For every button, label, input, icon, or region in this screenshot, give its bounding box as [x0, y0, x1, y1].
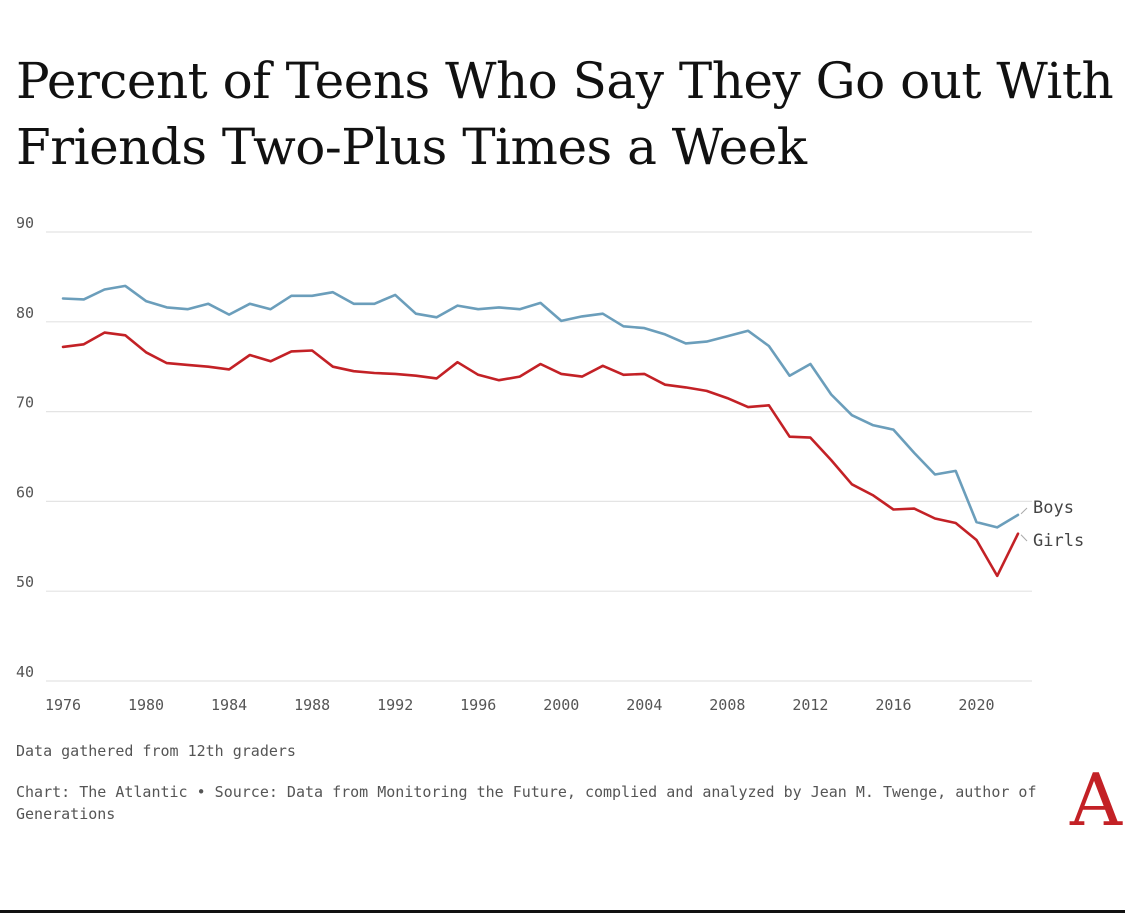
y-tick-label: 70 [16, 394, 34, 412]
x-tick-label: 2020 [958, 696, 994, 714]
x-tick-label: 1992 [377, 696, 413, 714]
series-labels: Boys Girls [1020, 498, 1084, 551]
y-tick-label: 40 [16, 663, 34, 681]
source-credit: Chart: The Atlantic • Source: Data from … [16, 783, 1037, 823]
y-tick-label: 60 [16, 483, 34, 501]
x-tick-label: 2008 [709, 696, 745, 714]
gridlines [46, 231, 1032, 682]
x-tick-label: 2000 [543, 696, 579, 714]
y-tick-label: 90 [16, 214, 34, 232]
x-tick-label: 1976 [45, 696, 81, 714]
x-tick-label: 2012 [792, 696, 828, 714]
y-tick-label: 50 [16, 573, 34, 591]
label-leader-boys [1020, 507, 1028, 515]
series-label-boys: Boys [1033, 498, 1074, 518]
x-tick-label: 1996 [460, 696, 496, 714]
chart-title: Percent of Teens Who Say They Go out Wit… [16, 52, 1114, 176]
x-tick-label: 2004 [626, 696, 662, 714]
series-lines [61, 284, 1020, 578]
atlantic-logo: A [1070, 758, 1122, 842]
x-tick-label: 1984 [211, 696, 247, 714]
x-tick-label: 2016 [875, 696, 911, 714]
bottom-divider [0, 910, 1125, 913]
label-leader-girls [1020, 534, 1028, 542]
series-label-girls: Girls [1033, 531, 1084, 551]
y-tick-label: 80 [16, 304, 34, 322]
series-line-girls [61, 331, 1020, 578]
series-line-boys [61, 284, 1020, 529]
data-note: Data gathered from 12th graders [16, 742, 296, 760]
x-tick-label: 1980 [128, 696, 164, 714]
y-axis: 40 50 60 70 80 90 [16, 214, 34, 681]
x-tick-label: 1988 [294, 696, 330, 714]
x-axis: 1976 1980 1984 1988 1992 1996 2000 2004 2008 2012… [45, 696, 995, 714]
